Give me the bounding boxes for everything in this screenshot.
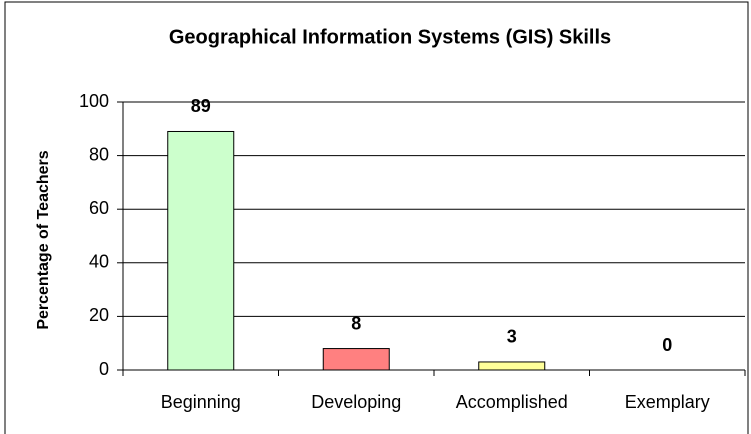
x-tick-label: Beginning — [161, 392, 241, 412]
y-tick-label: 0 — [99, 359, 109, 379]
y-tick-label: 80 — [89, 144, 109, 164]
x-tick-label: Developing — [311, 392, 401, 412]
x-tick-label: Exemplary — [625, 392, 710, 412]
chart-title: Geographical Information Systems (GIS) S… — [169, 26, 611, 48]
bar — [167, 130, 235, 371]
value-label: 89 — [191, 96, 211, 116]
y-tick-label: 60 — [89, 198, 109, 218]
y-tick-label: 40 — [89, 252, 109, 272]
value-label: 3 — [507, 327, 517, 347]
y-tick-label: 100 — [79, 91, 109, 111]
chart-frame — [4, 1, 749, 434]
y-axis-label: Percentage of Teachers — [35, 150, 52, 329]
x-tick-label: Accomplished — [456, 392, 568, 412]
value-label: 8 — [351, 313, 361, 333]
bar — [322, 348, 390, 371]
bar — [478, 361, 546, 371]
y-tick-label: 20 — [89, 305, 109, 325]
value-label: 0 — [662, 335, 672, 355]
